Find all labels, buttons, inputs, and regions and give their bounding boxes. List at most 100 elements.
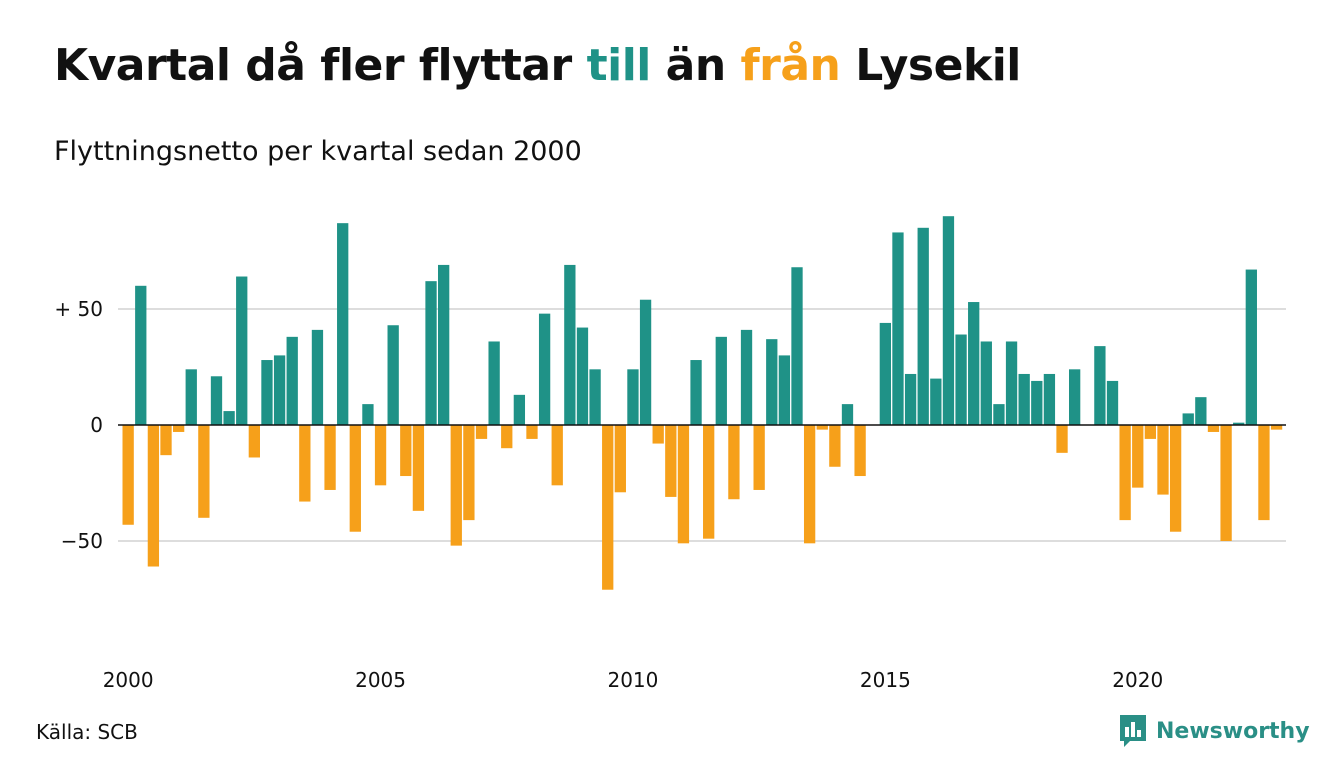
y-tick-label: + 50 bbox=[54, 297, 103, 321]
bar bbox=[602, 425, 614, 590]
bar bbox=[362, 404, 374, 425]
bar bbox=[551, 425, 563, 486]
bar bbox=[488, 341, 500, 425]
bar bbox=[652, 425, 664, 444]
bar bbox=[942, 216, 955, 425]
bar bbox=[223, 411, 235, 425]
bar bbox=[715, 336, 727, 425]
bar bbox=[576, 327, 589, 425]
bar bbox=[740, 329, 753, 425]
source-label: Källa: SCB bbox=[36, 720, 138, 744]
bar bbox=[337, 223, 349, 425]
bar bbox=[425, 281, 437, 425]
bar bbox=[450, 425, 462, 546]
bar bbox=[955, 334, 967, 425]
bar bbox=[374, 425, 387, 486]
title-highlight-in: till bbox=[586, 40, 652, 91]
bar bbox=[791, 267, 803, 425]
bar bbox=[968, 302, 980, 425]
bar bbox=[917, 227, 929, 425]
bar bbox=[766, 339, 778, 425]
bar bbox=[538, 313, 551, 425]
bar bbox=[185, 369, 197, 425]
x-tick-label: 2010 bbox=[607, 668, 658, 692]
bar bbox=[248, 425, 260, 458]
bar bbox=[160, 425, 172, 456]
title-highlight-out: från bbox=[740, 40, 841, 91]
bar bbox=[438, 264, 450, 425]
bar bbox=[513, 394, 526, 425]
bar bbox=[829, 425, 841, 467]
bar bbox=[1005, 341, 1018, 425]
x-tick-label: 2005 bbox=[355, 668, 406, 692]
bar bbox=[703, 425, 715, 539]
bar bbox=[1132, 425, 1144, 488]
bar bbox=[904, 373, 917, 425]
bar bbox=[311, 329, 324, 425]
bar bbox=[1182, 413, 1194, 425]
title-part-3: Lysekil bbox=[840, 40, 1021, 91]
bar bbox=[1031, 380, 1043, 425]
bar bbox=[1018, 373, 1030, 425]
bar bbox=[1056, 425, 1068, 453]
bar bbox=[400, 425, 412, 477]
bar bbox=[1119, 425, 1131, 521]
bar bbox=[728, 425, 740, 500]
title-part-2: än bbox=[650, 40, 741, 91]
bar bbox=[122, 425, 134, 525]
bar bbox=[1258, 425, 1270, 521]
bar bbox=[639, 299, 652, 425]
bar bbox=[930, 378, 942, 425]
y-tick-label: −50 bbox=[61, 529, 103, 553]
x-tick-label: 2020 bbox=[1112, 668, 1163, 692]
bar bbox=[1069, 369, 1081, 425]
bar bbox=[753, 425, 765, 490]
bar bbox=[1157, 425, 1169, 495]
bar bbox=[665, 425, 677, 497]
bar bbox=[236, 276, 248, 425]
bar bbox=[1270, 425, 1283, 430]
bar bbox=[273, 355, 286, 425]
bar bbox=[854, 425, 866, 477]
bar bbox=[387, 325, 399, 425]
bar bbox=[677, 425, 690, 544]
bar bbox=[1144, 425, 1157, 439]
bar bbox=[1233, 422, 1245, 425]
bar bbox=[1220, 425, 1232, 541]
x-tick-label: 2000 bbox=[103, 668, 154, 692]
bar bbox=[627, 369, 639, 425]
bar bbox=[501, 425, 513, 449]
bar bbox=[210, 376, 223, 425]
bar bbox=[803, 425, 816, 544]
bar bbox=[198, 425, 210, 518]
bar bbox=[879, 322, 891, 425]
bar bbox=[690, 360, 702, 425]
y-tick-label: 0 bbox=[90, 413, 103, 437]
bar bbox=[324, 425, 336, 490]
bar bbox=[564, 264, 576, 425]
bar bbox=[614, 425, 626, 493]
bar bbox=[349, 425, 361, 532]
brand-name: Newsworthy bbox=[1156, 718, 1310, 744]
chart-subtitle: Flyttningsnetto per kvartal sedan 2000 bbox=[54, 136, 582, 167]
bar bbox=[816, 425, 828, 430]
bar bbox=[261, 360, 273, 425]
bar bbox=[172, 425, 185, 432]
bar bbox=[412, 425, 425, 511]
bar bbox=[299, 425, 311, 502]
bar bbox=[589, 369, 601, 425]
bar bbox=[993, 404, 1005, 425]
bar bbox=[526, 425, 538, 439]
bar bbox=[1106, 380, 1119, 425]
bar bbox=[286, 336, 298, 425]
bar bbox=[147, 425, 160, 567]
chart-title: Kvartal då fler flyttar till än från Lys… bbox=[54, 40, 1021, 91]
bar bbox=[1195, 397, 1207, 425]
bar bbox=[1245, 269, 1257, 425]
newsworthy-logo-icon bbox=[1120, 715, 1146, 747]
bar bbox=[135, 285, 147, 425]
bar bbox=[475, 425, 488, 439]
x-tick-label: 2015 bbox=[860, 668, 911, 692]
bar bbox=[980, 341, 992, 425]
brand-logo: Newsworthy bbox=[1118, 713, 1310, 749]
